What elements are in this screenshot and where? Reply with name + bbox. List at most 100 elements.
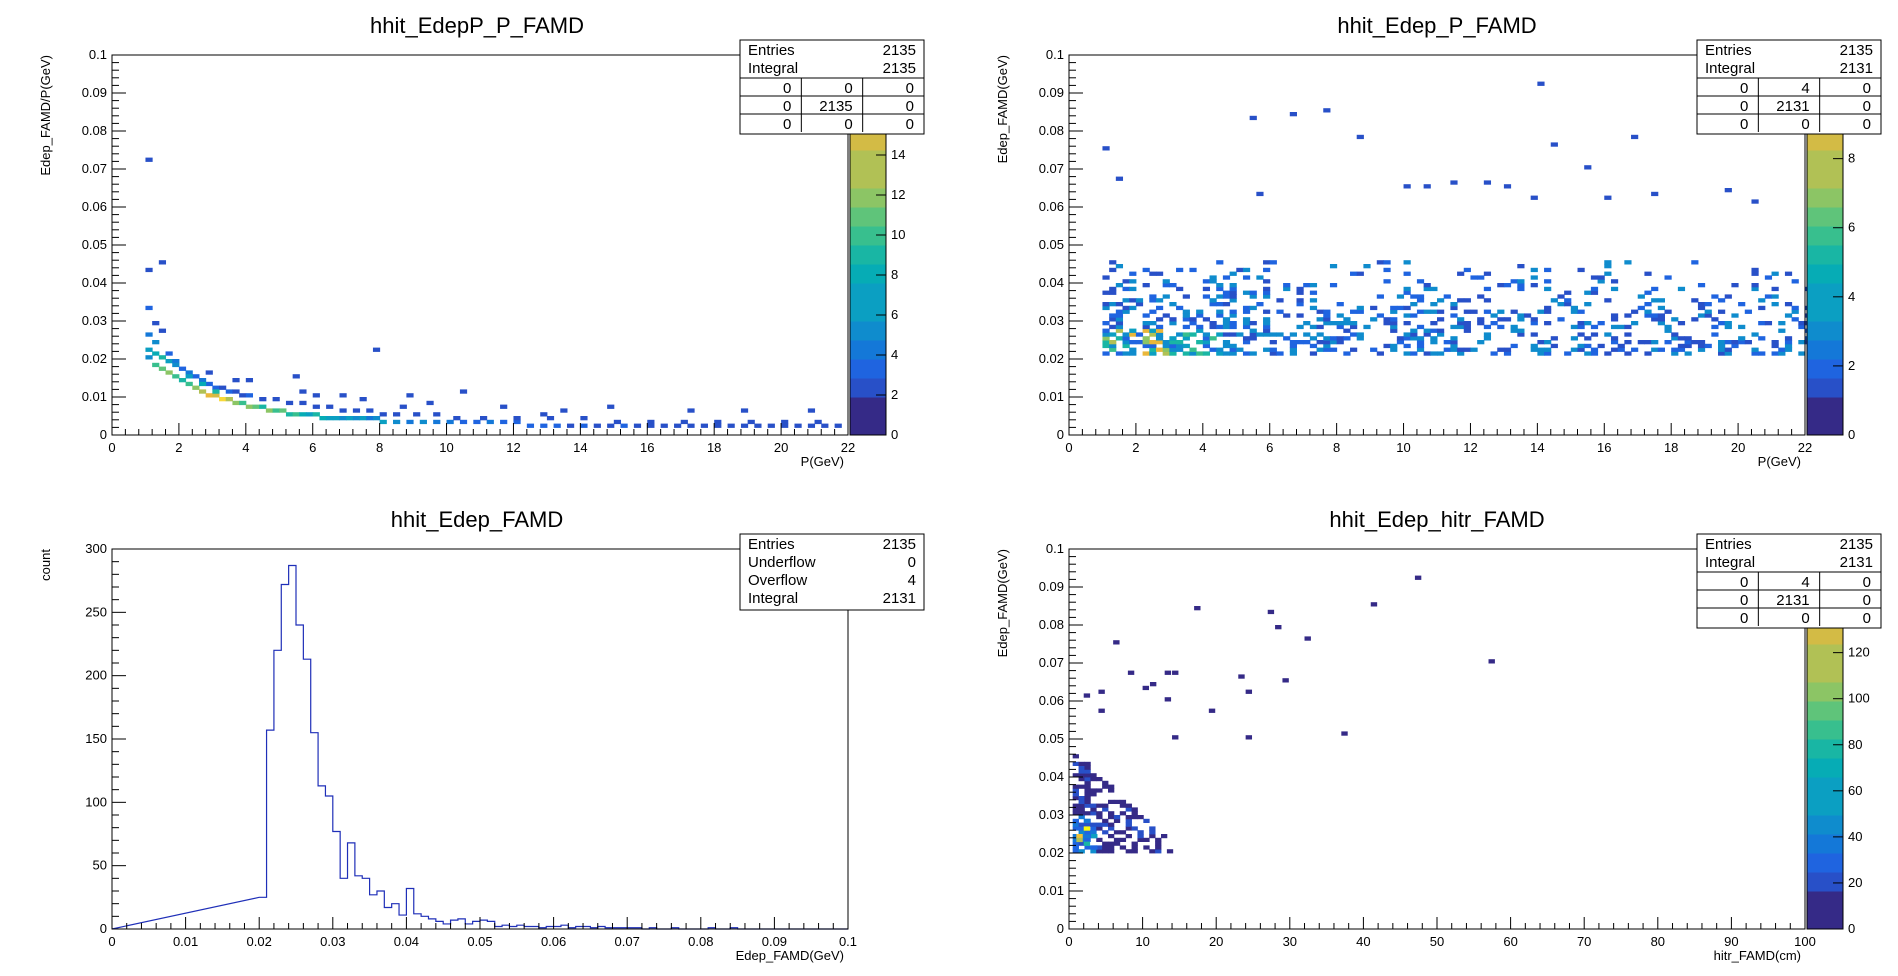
- p2-cell: [1403, 343, 1411, 349]
- p4-cell: [1102, 845, 1109, 850]
- p2-cell: [1356, 134, 1364, 140]
- p2-cell: [1503, 347, 1512, 352]
- p2-cell: [1356, 336, 1364, 341]
- p2-cell: [1416, 309, 1425, 314]
- p4-xtick-label: 20: [1209, 934, 1223, 949]
- p2-cell: [1155, 305, 1164, 311]
- p4-stats-value: 2135: [1840, 536, 1873, 553]
- p4-ylabel: Edep_FAMD(GeV): [995, 549, 1010, 657]
- p2-cell: [1263, 332, 1271, 337]
- p3-bin: [458, 919, 465, 929]
- p4-stats-cell: 4: [1801, 574, 1809, 591]
- p4-zscale-band: [1807, 644, 1843, 664]
- p1-cell: [165, 359, 173, 364]
- p3-bin: [362, 878, 369, 929]
- p2-stats-cell: 0: [1740, 80, 1748, 97]
- p4-zscale-band: [1807, 758, 1843, 778]
- p3-bin: [333, 831, 340, 929]
- p4-cell: [1143, 837, 1150, 842]
- p2-cell: [1550, 343, 1558, 349]
- p1-cell: [633, 423, 642, 428]
- p4-cell: [1096, 777, 1103, 782]
- p1-zscale-band: [850, 416, 886, 436]
- p2-cell: [1102, 343, 1110, 349]
- p4-stats-key: Integral: [1705, 554, 1755, 571]
- p2-cell: [1691, 260, 1699, 265]
- p4-stats-cell: 0: [1740, 610, 1748, 627]
- p2-cell: [1142, 351, 1150, 356]
- p1-zscale-band: [850, 340, 886, 360]
- p2-cell: [1303, 283, 1311, 288]
- p1-cell: [540, 423, 548, 428]
- p1-cell: [433, 419, 441, 425]
- p2-cell: [1109, 347, 1117, 352]
- p2-cell: [1798, 340, 1806, 345]
- p2-cell: [1129, 332, 1137, 337]
- p2-cell: [1196, 324, 1204, 330]
- p2-cell: [1370, 305, 1378, 311]
- p3-stats-value: 0: [908, 554, 916, 571]
- p2-xtick-label: 4: [1199, 440, 1206, 455]
- p2-cell: [1376, 351, 1384, 356]
- p2-cell: [1142, 340, 1150, 345]
- p4-ytick-label: 0.07: [1039, 655, 1064, 670]
- p2-cell: [1263, 321, 1271, 326]
- p2-cell: [1115, 321, 1124, 326]
- p2-cell: [1617, 324, 1625, 330]
- p4-cell: [1076, 837, 1083, 843]
- p4-ytick-label: 0.04: [1039, 769, 1064, 784]
- p3-bin: [311, 733, 318, 929]
- p2-cell: [1744, 309, 1752, 314]
- p4-xtick-label: 10: [1135, 934, 1149, 949]
- p2-cell: [1544, 286, 1552, 292]
- p1-cell: [714, 419, 722, 425]
- p2-cell: [1396, 294, 1405, 299]
- p4-cell: [1143, 845, 1150, 850]
- p1-cell: [232, 389, 240, 394]
- p2-cell: [1296, 324, 1304, 330]
- p2-cell: [1671, 317, 1679, 322]
- p2-cell: [1296, 340, 1304, 345]
- p4-zscale-band: [1807, 872, 1843, 892]
- p2-cell: [1202, 279, 1211, 284]
- p1-cell: [219, 397, 227, 402]
- p2-ztick-label: 6: [1848, 220, 1855, 235]
- p4-cell: [1084, 834, 1091, 839]
- p4-zscale-band: [1807, 720, 1843, 740]
- p3-stats-key: Entries: [748, 536, 795, 553]
- p2-cell: [1544, 267, 1552, 273]
- p2-cell: [1329, 340, 1338, 345]
- p2-stats-cell: 2131: [1776, 98, 1809, 115]
- p3-xtick-label: 0.01: [173, 934, 198, 949]
- p2-cell: [1376, 260, 1384, 265]
- p2-cell: [1276, 332, 1284, 337]
- p2-cell: [1242, 305, 1251, 311]
- p1-zscale-band: [850, 131, 886, 151]
- p4-cell: [1164, 670, 1172, 675]
- p1-title: hhit_EdepP_P_FAMD: [370, 13, 584, 38]
- p2-cell: [1309, 298, 1318, 303]
- p2-cell: [1162, 340, 1170, 345]
- p3-bin: [465, 924, 472, 929]
- p2-cell: [1517, 332, 1525, 337]
- p2-cell: [1256, 332, 1264, 337]
- p2-cell: [1771, 286, 1779, 292]
- p2-cell: [1209, 347, 1217, 352]
- p3-xtick-label: 0.04: [394, 934, 419, 949]
- p2-cell: [1624, 313, 1632, 318]
- p2-zscale-band: [1807, 169, 1843, 189]
- p4-cell: [1113, 815, 1121, 820]
- p2-cell: [1430, 340, 1438, 345]
- p1-stats-key: Integral: [748, 60, 798, 77]
- p1-cell: [319, 416, 327, 421]
- p1-stats-cell: 0: [844, 116, 852, 133]
- p2-cell: [1684, 343, 1692, 349]
- p2-cell: [1450, 180, 1458, 185]
- p2-cell: [1229, 309, 1237, 314]
- p2-cell: [1329, 336, 1338, 341]
- p2-cell: [1390, 309, 1398, 314]
- p2-cell: [1771, 351, 1779, 356]
- p3-bin: [561, 925, 568, 929]
- p2-cell: [1604, 264, 1612, 269]
